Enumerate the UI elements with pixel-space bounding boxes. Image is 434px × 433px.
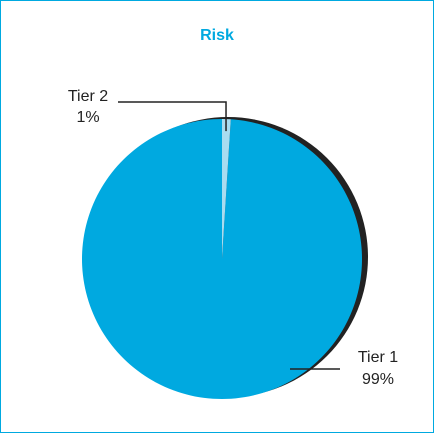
tier2-name-label: Tier 2 <box>68 88 108 105</box>
chart-title: Risk <box>200 27 234 44</box>
pie-slices <box>81 117 368 400</box>
tier1-value-label: 99% <box>362 371 394 388</box>
pie-slice-tier-1 <box>81 119 362 400</box>
leader-lines <box>118 101 340 370</box>
tier1-name-label: Tier 1 <box>358 349 398 366</box>
tier2-leader-line <box>118 101 227 132</box>
pie-slice-tier-2 <box>222 119 231 259</box>
tier2-value-label: 1% <box>76 109 99 126</box>
